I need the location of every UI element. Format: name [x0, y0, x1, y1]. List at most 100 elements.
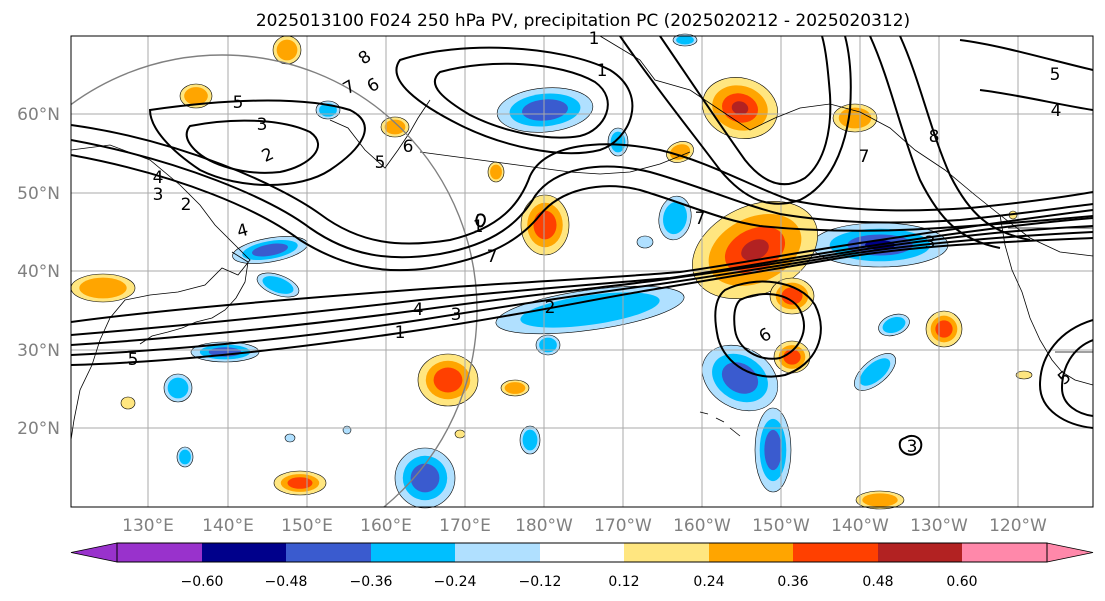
lat-label: 20°N — [17, 419, 60, 439]
colorbar-segment — [793, 543, 878, 562]
contour-label: 5 — [128, 350, 139, 370]
colorbar-segment — [455, 543, 540, 562]
pv-contour — [71, 154, 1093, 272]
pv-contour — [395, 46, 634, 155]
colorbar-segment — [709, 543, 793, 562]
negative-pc-area — [252, 243, 288, 257]
positive-pc-area — [781, 287, 803, 305]
lon-label: 120°W — [989, 516, 1047, 536]
pv-contour — [898, 434, 923, 456]
colorbar-segment — [878, 543, 962, 562]
lat-label: 30°N — [17, 341, 60, 361]
contour-label: 3 — [451, 305, 462, 325]
lon-label: 170°E — [439, 516, 491, 536]
positive-pc-area — [79, 277, 127, 299]
positive-pc-area — [731, 101, 749, 115]
contour-label: 7 — [695, 209, 706, 229]
pv-contour — [733, 293, 805, 360]
negative-pc-area — [520, 292, 660, 328]
figure-title: 2025013100 F024 250 hPa PV, precipitatio… — [256, 11, 910, 31]
contour-label: 6 — [403, 137, 414, 157]
positive-pc-area — [433, 367, 463, 393]
lon-label: 160°E — [360, 516, 412, 536]
pv-contour — [71, 231, 1093, 356]
positive-pc-area — [533, 210, 557, 240]
pv-contour — [185, 119, 320, 174]
colorbar-tick-label: 0.36 — [777, 574, 808, 590]
colorbar-tick-label: 0.60 — [946, 574, 977, 590]
negative-pc-area — [610, 131, 626, 153]
negative-pc-area — [663, 201, 687, 235]
colorbar-segment — [117, 543, 202, 562]
contour-label: 4 — [153, 168, 164, 188]
pv-contour — [71, 217, 1093, 336]
contour-label: 7 — [859, 147, 870, 167]
pv-contour — [433, 62, 609, 139]
lon-label: 130°W — [910, 516, 968, 536]
contour-label: 1 — [395, 323, 406, 343]
negative-pc-area — [342, 425, 352, 435]
positive-pc-area — [384, 119, 406, 135]
pv-contour — [71, 139, 1093, 259]
coastline-asia — [70, 144, 251, 441]
coastline-alaska — [599, 35, 1094, 257]
pv-contour — [619, 36, 852, 205]
lon-label: 170°W — [594, 516, 652, 536]
negative-pc-area — [676, 35, 694, 45]
lon-label: 160°W — [673, 516, 731, 536]
negative-pc-area — [284, 433, 296, 443]
precipitation-shading — [70, 33, 1033, 510]
negative-pc-area — [636, 235, 654, 249]
lon-label: 130°E — [122, 516, 174, 536]
pv-contour — [1038, 319, 1093, 429]
coastline-aleutians — [419, 151, 691, 175]
colorbar-tick-label: −0.36 — [350, 574, 393, 590]
positive-pc-area — [1015, 370, 1033, 380]
contour-label: 4 — [235, 220, 251, 242]
coastline-north-america — [999, 214, 1094, 386]
negative-pc-area — [262, 276, 294, 294]
latitude-labels: 60°N 50°N 40°N 30°N 20°N — [17, 105, 60, 439]
colorbar-tick-label: −0.60 — [181, 574, 224, 590]
pv-contour — [979, 89, 1093, 111]
colorbar-frame — [116, 542, 1048, 563]
positive-pc-area — [669, 144, 691, 160]
positive-pc-area — [741, 239, 769, 261]
colorbar-extend-low — [70, 542, 118, 563]
colorbar-segment — [371, 543, 455, 562]
negative-pc-area — [721, 362, 759, 394]
pv-contour — [714, 280, 822, 378]
colorbar-tick-label: −0.24 — [434, 574, 477, 590]
contour-label: 2 — [181, 195, 192, 215]
negative-pc-area — [859, 358, 891, 386]
positive-pc-area — [504, 382, 526, 394]
pv-contour — [1060, 339, 1093, 417]
contour-label: 5 — [375, 153, 386, 173]
positive-pc-area — [120, 396, 136, 410]
pv-contour — [71, 209, 1093, 323]
positive-pc-area — [276, 39, 298, 61]
colorbar-segment — [286, 543, 371, 562]
colorbar-segment — [962, 543, 1047, 562]
colorbar-ticks: −0.60 −0.48 −0.36 −0.24 −0.12 0.12 0.24 … — [181, 574, 978, 590]
colorbar-segment — [202, 543, 286, 562]
contour-label: 2 — [545, 298, 556, 318]
pv-contour — [148, 99, 366, 186]
lon-label: 180°W — [515, 516, 573, 536]
negative-pc-area — [522, 99, 568, 121]
negative-pc-area — [179, 449, 191, 465]
contour-label: 8 — [929, 127, 940, 147]
negative-pc-area — [167, 377, 189, 399]
negative-pc-area — [410, 463, 440, 493]
lon-label: 140°W — [831, 516, 889, 536]
colorbar — [70, 542, 1094, 563]
positive-pc-area — [862, 493, 898, 507]
coastline-hawaii — [699, 411, 741, 437]
pv-contour — [659, 36, 832, 186]
colorbar-tick-label: −0.48 — [265, 574, 308, 590]
lon-label: 150°W — [752, 516, 810, 536]
colorbar-tick-label: 0.12 — [608, 574, 639, 590]
contour-label: 1 — [473, 217, 484, 237]
lat-label: 60°N — [17, 105, 60, 125]
